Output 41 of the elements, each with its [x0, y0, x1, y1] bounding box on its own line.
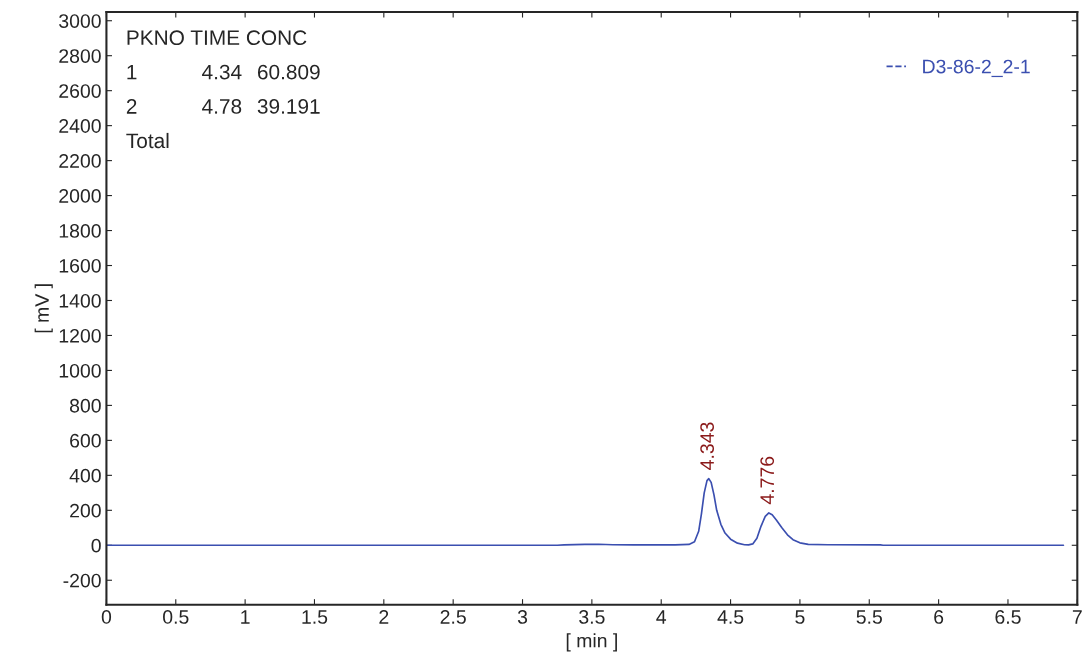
y-tick-label: 800 — [69, 398, 101, 413]
y-tick-label: 0 — [91, 538, 101, 553]
x-tick-label: 3 — [517, 610, 528, 624]
y-tick-label: 2800 — [59, 49, 101, 63]
text: 2 4.78 39.191 — [126, 99, 320, 114]
y-tick-label: 2600 — [59, 84, 101, 98]
y-tick-label: 2400 — [59, 119, 101, 133]
legend-label: D3-86-2_2-1 — [923, 59, 1030, 78]
x-tick-label: 4 — [656, 610, 667, 624]
x-tick-label: 0.5 — [163, 610, 189, 624]
y-tick-label: -200 — [63, 573, 101, 588]
y-tick-label: 3000 — [59, 14, 101, 28]
annotation: PKNO TIME CONC — [127, 30, 307, 46]
y-tick-label: 1000 — [59, 363, 101, 378]
x-tick-label: 6 — [934, 610, 944, 624]
x-tick-label: 5 — [795, 610, 805, 624]
y-tick-label: 1800 — [59, 224, 101, 238]
annotation: 4.776 — [760, 456, 775, 505]
x-tick-label: 1.5 — [302, 610, 328, 624]
x-tick-label: 1 — [241, 610, 250, 624]
x-tick-label: 7 — [1072, 610, 1082, 624]
y-tick-label: 2000 — [59, 189, 101, 203]
annotation: 4.343 — [700, 422, 715, 470]
y-tick-label: 1600 — [59, 258, 101, 273]
y-tick-label: 600 — [70, 433, 101, 448]
x-tick-label: 2 — [379, 610, 389, 624]
x-axis-title: [ min ] — [566, 633, 617, 652]
y-tick-label: 200 — [70, 503, 101, 518]
x-tick-label: 2.5 — [440, 610, 466, 624]
y-tick-label: 1200 — [59, 328, 101, 343]
text: 1 4.34 60.809 — [127, 64, 320, 80]
y-tick-label: 400 — [69, 468, 101, 483]
y-tick-label: 1400 — [59, 293, 101, 308]
x-tick-label: 0 — [101, 610, 112, 624]
x-tick-label: 4.5 — [717, 610, 744, 624]
x-tick-label: 6.5 — [995, 610, 1021, 624]
x-tick-label: 3.5 — [579, 610, 605, 624]
x-tick-label: 5.5 — [856, 610, 882, 624]
y-axis-title: [ mV ] — [34, 284, 53, 333]
y-tick-label: 2200 — [59, 154, 101, 168]
annotation: Total — [126, 132, 169, 149]
